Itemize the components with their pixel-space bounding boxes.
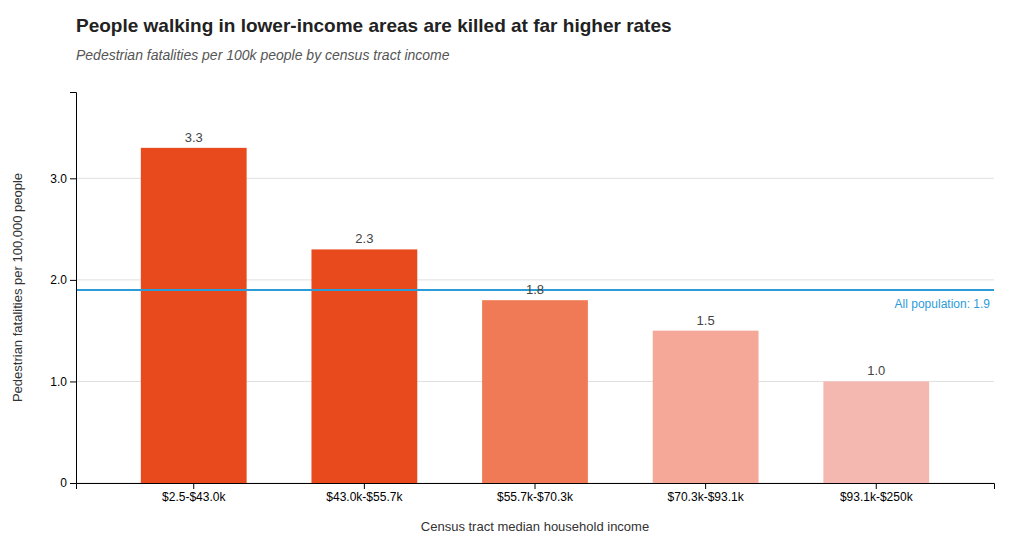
reference-label: All population: 1.9 <box>895 297 991 311</box>
data-labels: 3.3 2.3 1.8 1.5 1.0 <box>185 130 886 379</box>
x-axis-title: Census tract median household income <box>421 519 649 534</box>
y-tick-label: 3.0 <box>50 172 67 186</box>
x-tick-label: $2.5-$43.0k <box>162 490 226 504</box>
x-axis: $2.5-$43.0k $43.0k-$55.7k $55.7k-$70.3k $70… <box>77 483 995 504</box>
bar <box>141 148 247 483</box>
y-axis-line <box>70 93 77 484</box>
x-tick: $70.3k-$93.1k <box>668 483 745 504</box>
bar <box>482 300 588 483</box>
y-tick-label: 2.0 <box>50 273 67 287</box>
x-axis-line <box>77 484 995 490</box>
y-tick-label: 1.0 <box>50 375 67 389</box>
y-axis: 0 1.0 2.0 3.0 <box>50 93 76 491</box>
y-tick: 1.0 <box>50 375 76 389</box>
bar <box>653 331 759 483</box>
data-label: 1.8 <box>526 282 544 297</box>
x-tick-mark <box>364 483 365 489</box>
chart: People walking in lower-income areas are… <box>0 0 1024 545</box>
x-tick-mark <box>535 483 536 489</box>
x-tick: $43.0k-$55.7k <box>326 483 403 504</box>
bar <box>311 249 417 483</box>
data-label: 3.3 <box>185 130 203 145</box>
y-tick-mark <box>70 483 76 484</box>
y-tick: 2.0 <box>50 273 76 287</box>
data-label: 1.0 <box>867 363 885 378</box>
y-tick-mark <box>70 381 76 382</box>
x-tick-mark <box>876 483 877 489</box>
bar <box>823 381 929 483</box>
y-tick-mark <box>70 178 76 179</box>
data-label: 1.5 <box>697 313 715 328</box>
x-tick-mark <box>193 483 194 489</box>
y-axis-title: Pedestrian fatalities per 100,000 people <box>10 173 25 402</box>
x-tick-label: $70.3k-$93.1k <box>668 490 745 504</box>
y-tick: 3.0 <box>50 172 76 186</box>
y-tick-label: 0 <box>60 476 67 490</box>
y-tick-mark <box>70 280 76 281</box>
title: People walking in lower-income areas are… <box>76 15 672 36</box>
x-tick-label: $43.0k-$55.7k <box>326 490 403 504</box>
x-tick-mark <box>705 483 706 489</box>
x-tick: $93.1k-$250k <box>840 483 914 504</box>
x-tick-label: $55.7k-$70.3k <box>497 490 574 504</box>
x-tick: $55.7k-$70.3k <box>497 483 574 504</box>
data-label: 2.3 <box>355 231 373 246</box>
plot: $2.5-$43.0k $43.0k-$55.7k $55.7k-$70.3k $70… <box>50 93 994 504</box>
marks <box>76 148 994 483</box>
subtitle: Pedestrian fatalities per 100k people by… <box>76 47 450 63</box>
x-tick-label: $93.1k-$250k <box>840 490 914 504</box>
x-tick: $2.5-$43.0k <box>162 483 226 504</box>
y-tick: 0 <box>60 476 76 490</box>
